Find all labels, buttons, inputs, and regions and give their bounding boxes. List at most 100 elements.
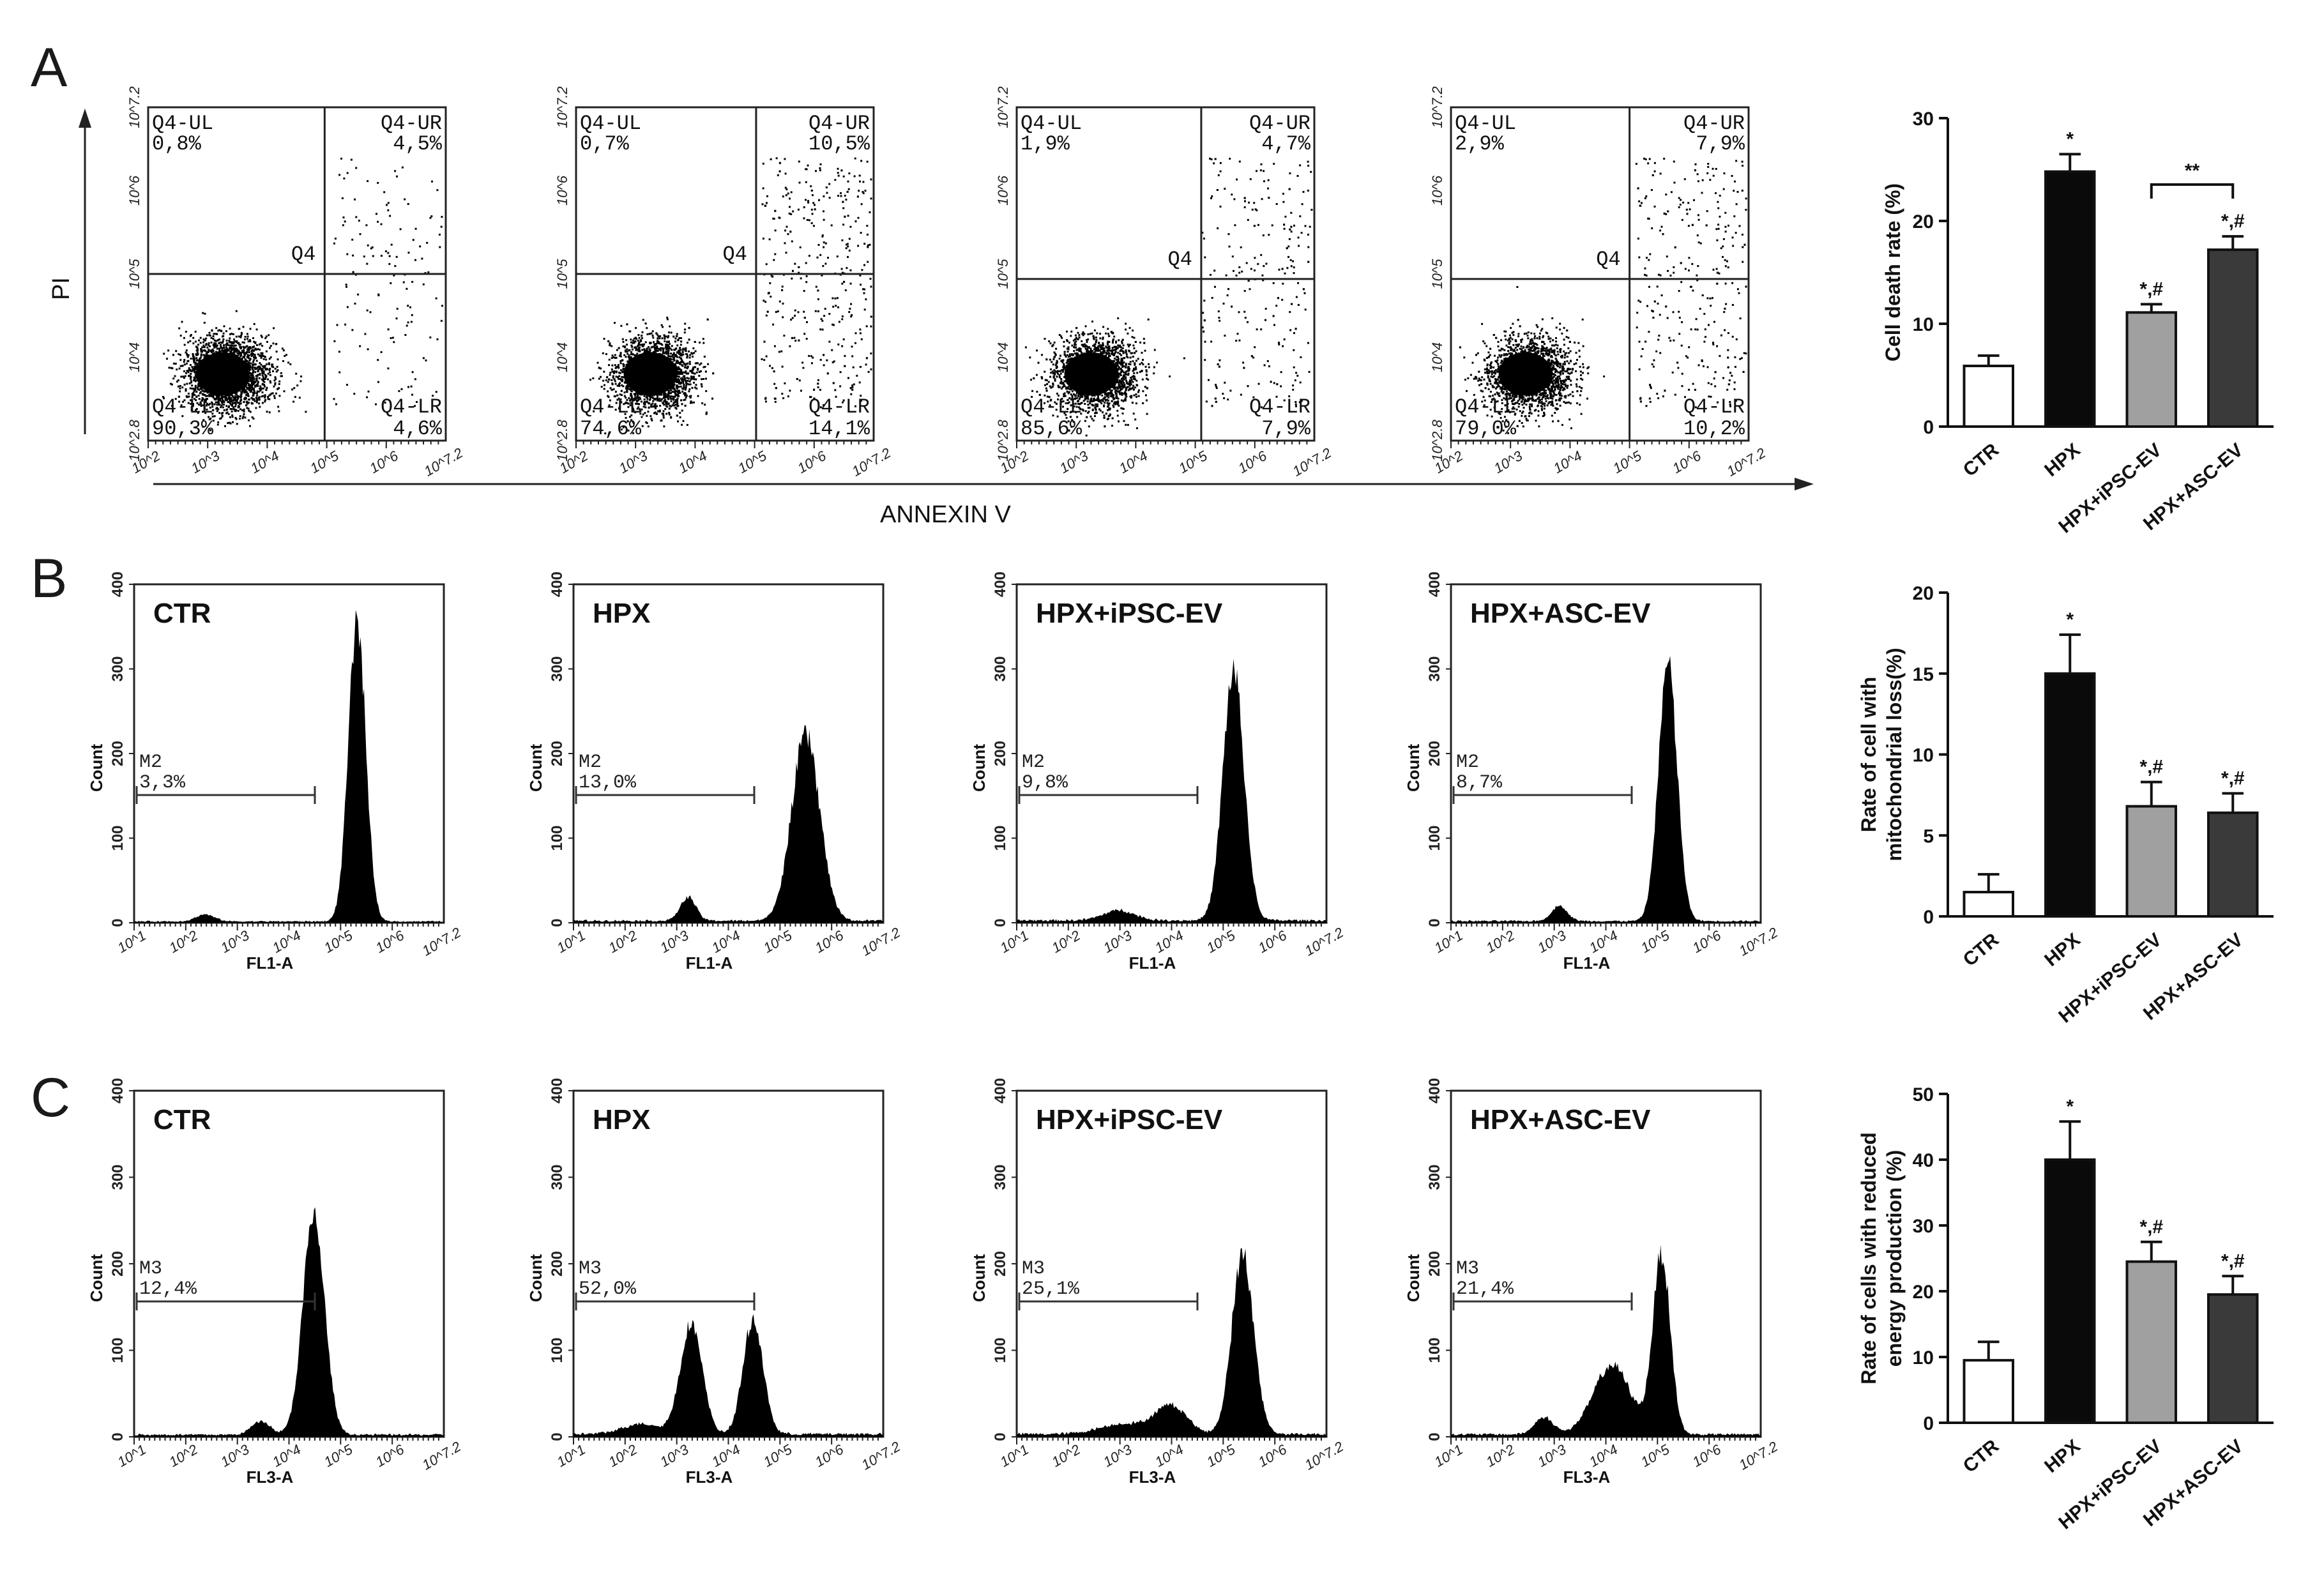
quadrant-ul-label: Q4-UL xyxy=(1021,112,1082,135)
y-tick-label: 100 xyxy=(549,1337,566,1363)
quadrant-lr-value: 4,6% xyxy=(393,417,443,441)
y-tick-label: 300 xyxy=(109,656,126,681)
significance-label: *,# xyxy=(2139,757,2163,778)
bar-hpx-asc-ev xyxy=(2207,248,2259,428)
x-tick-label: 10^4 xyxy=(270,1441,303,1470)
panel-label-a: A xyxy=(31,37,68,98)
x-axis-label: FL3-A xyxy=(247,1467,294,1487)
significance-label: *,# xyxy=(2139,1217,2163,1238)
y-tick-label: 10^4 xyxy=(995,342,1011,372)
y-tick-label: 400 xyxy=(549,1078,566,1103)
x-tick-label: 10^4 xyxy=(248,448,282,476)
quadrant-ll-value: 74,6% xyxy=(580,417,642,441)
x-tick-label: 10^6 xyxy=(373,927,407,957)
y-tick-label: 0 xyxy=(992,1432,1009,1441)
x-tick-label: 10^7.2 xyxy=(1724,444,1768,479)
histogram-area xyxy=(134,610,444,923)
x-axis-label: FL1-A xyxy=(1129,953,1176,973)
marker-value: 12,4% xyxy=(139,1278,197,1300)
quadrant-ll-label: Q4-LL xyxy=(1021,395,1082,419)
marker-label: M3 xyxy=(579,1258,602,1280)
histogram-title: HPX+iPSC-EV xyxy=(1036,1104,1223,1135)
x-tick-label: 10^7.2 xyxy=(859,1438,903,1473)
y-tick-label: 400 xyxy=(109,1078,126,1103)
scatter-frame xyxy=(1450,106,1750,442)
y-axis-label: Count xyxy=(969,744,989,792)
x-tick-label: 10^3 xyxy=(1057,448,1091,477)
scatter-core xyxy=(1064,352,1118,396)
x-tick-label: 10^5 xyxy=(321,1441,356,1471)
histogram-frame xyxy=(1015,1089,1328,1438)
y-axis-label: Count xyxy=(87,1254,106,1302)
bar-category-label: CTR xyxy=(1959,1436,2003,1477)
y-tick-label: 200 xyxy=(109,741,126,766)
bar-ctr xyxy=(1963,890,2014,918)
y-tick-label: 0 xyxy=(992,918,1009,927)
marker-value: 3,3% xyxy=(139,772,186,794)
histogram-title: HPX+ASC-EV xyxy=(1470,1104,1651,1135)
marker-label: M3 xyxy=(139,1258,162,1280)
panel-a-scatter-plots: Q4-UL0,8%Q4-UR4,5%Q4-LL90,3%Q4-LR4,6%Q41… xyxy=(126,86,1768,479)
significance-label: *,# xyxy=(2221,768,2245,789)
x-tick-label: 10^6 xyxy=(1235,448,1270,477)
histogram-area xyxy=(1017,658,1326,923)
quadrant-center-label: Q4 xyxy=(1168,248,1192,271)
bar-y-axis-label: Rate of cells with reduced xyxy=(1857,1132,1880,1384)
y-tick-label: 400 xyxy=(1426,572,1443,597)
marker-label: M3 xyxy=(1022,1258,1045,1280)
histogram-frame xyxy=(133,1089,445,1438)
histogram-frame xyxy=(572,1089,885,1438)
y-tick-label: 0 xyxy=(549,1432,566,1441)
quadrant-ur-value: 4,7% xyxy=(1261,132,1311,156)
bar-y-tick-label: 50 xyxy=(1913,1084,1934,1105)
x-tick-label: 10^7.2 xyxy=(420,924,464,959)
x-tick-label: 10^5 xyxy=(735,448,770,477)
histogram-frame xyxy=(1015,583,1328,924)
x-tick-label: 10^1 xyxy=(1432,927,1466,956)
quadrant-ll-value: 90,3% xyxy=(152,417,214,441)
quadrant-lr-label: Q4-LR xyxy=(381,395,442,419)
histogram-title: HPX+ASC-EV xyxy=(1470,598,1651,629)
y-tick-label: 300 xyxy=(1426,656,1443,681)
y-tick-label: 10^4 xyxy=(126,342,142,372)
y-tick-label: 400 xyxy=(1426,1078,1443,1103)
bar-hpx-asc-ev xyxy=(2207,811,2259,918)
x-tick-label: 10^6 xyxy=(1690,1441,1724,1471)
histogram-area xyxy=(134,1207,444,1437)
y-tick-label: 10^5 xyxy=(554,259,570,289)
marker-value: 25,1% xyxy=(1022,1278,1080,1300)
quadrant-lr-label: Q4-LR xyxy=(1683,395,1745,419)
bar-y-tick-label: 10 xyxy=(1913,314,1934,335)
x-tick-label: 10^4 xyxy=(1586,1441,1620,1470)
y-tick-label: 100 xyxy=(1426,825,1443,851)
quadrant-ur-label: Q4-UR xyxy=(1249,112,1310,135)
x-tick-label: 10^2 xyxy=(605,927,639,956)
y-tick-label: 10^5 xyxy=(126,259,142,289)
y-tick-label: 0 xyxy=(109,1432,126,1441)
x-tick-label: 10^6 xyxy=(1669,448,1704,477)
x-tick-label: 10^1 xyxy=(998,1441,1031,1470)
y-tick-label: 0 xyxy=(1426,918,1443,927)
x-tick-label: 10^3 xyxy=(218,1441,252,1471)
bar-y-tick-label: 30 xyxy=(1913,1216,1934,1237)
bar-y-tick-label: 15 xyxy=(1913,664,1934,685)
bar-category-label: HPX xyxy=(2040,439,2084,481)
y-tick-label: 10^7.2 xyxy=(126,86,142,128)
histogram-area xyxy=(1017,1248,1326,1437)
x-tick-label: 10^7.2 xyxy=(1736,924,1781,959)
x-tick-label: 10^6 xyxy=(367,448,401,477)
y-tick-label: 10^7.2 xyxy=(554,86,570,128)
x-tick-label: 10^2 xyxy=(166,927,200,956)
significance-label: *,# xyxy=(2139,278,2163,299)
scatter-core xyxy=(195,352,250,396)
bar-chart-mitochondrial-loss: 0 5 10 15 20 Rate of cell with mitochondrial l… xyxy=(1857,583,2274,1027)
y-tick-label: 100 xyxy=(1426,1337,1443,1363)
y-tick-label: 100 xyxy=(109,825,126,851)
bar-hpx-asc-ev xyxy=(2207,1293,2259,1425)
y-tick-label: 10^6 xyxy=(126,175,142,206)
quadrant-ul-value: 0,8% xyxy=(152,132,202,156)
x-tick-label: 10^4 xyxy=(709,927,743,956)
y-tick-label: 10^2.8 xyxy=(554,420,570,462)
